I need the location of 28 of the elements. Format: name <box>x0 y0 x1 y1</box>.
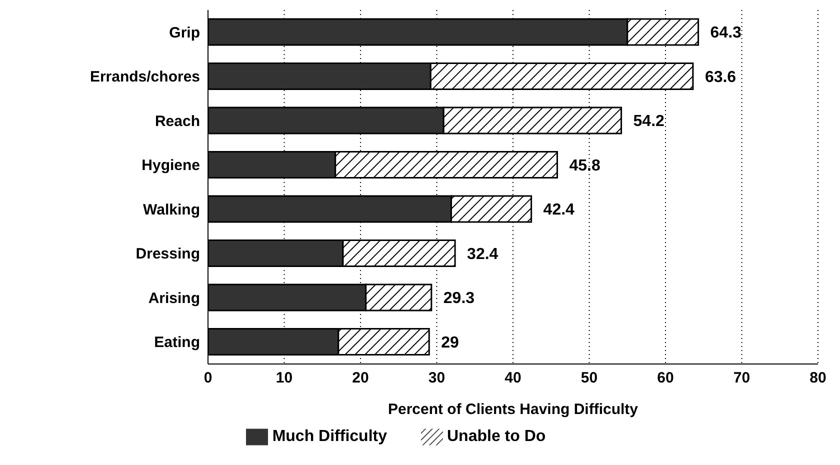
legend-label: Unable to Do <box>447 428 546 446</box>
total-label: 29.3 <box>443 290 475 308</box>
y-tick-label: Errands/chores <box>90 68 200 86</box>
total-label: 54.2 <box>633 113 665 130</box>
x-axis-title: Percent of Clients Having Difficulty <box>388 401 639 418</box>
y-tick-label: Dressing <box>136 246 200 263</box>
y-tick-label: Arising <box>148 290 200 307</box>
y-tick-label: Walking <box>143 201 200 218</box>
x-tick-label: 0 <box>204 370 212 387</box>
x-tick-label: 10 <box>276 370 293 387</box>
total-label: 45.8 <box>569 157 600 174</box>
x-tick-label: 70 <box>733 370 750 387</box>
x-tick-label: 40 <box>504 370 522 387</box>
y-tick-label: Grip <box>169 24 200 42</box>
total-label: 63.6 <box>704 68 736 86</box>
y-tick-label: Hygiene <box>142 157 200 174</box>
x-tick-label: 80 <box>810 370 826 387</box>
total-label: 29 <box>441 334 460 352</box>
y-tick-label: Eating <box>154 334 200 352</box>
total-label: 64.3 <box>710 24 742 42</box>
legend-label: Much Difficulty <box>272 428 387 446</box>
x-tick-label: 60 <box>657 370 674 387</box>
x-tick-label: 30 <box>428 370 446 387</box>
total-label: 42.4 <box>543 202 575 219</box>
y-tick-label: Reach <box>154 112 200 130</box>
x-tick-label: 20 <box>352 370 369 387</box>
total-label: 32.4 <box>467 246 498 263</box>
x-tick-label: 50 <box>580 370 598 387</box>
